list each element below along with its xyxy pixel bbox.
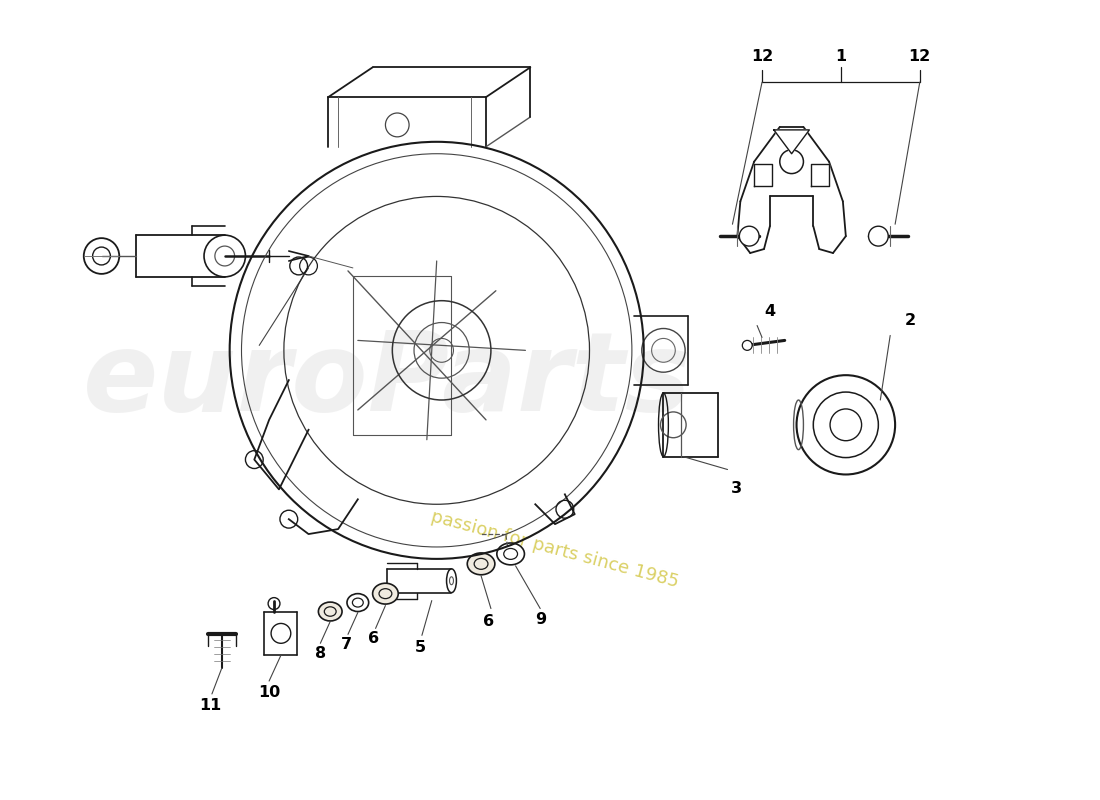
Polygon shape <box>755 164 772 186</box>
Text: 10: 10 <box>258 685 280 700</box>
Text: 9: 9 <box>535 611 546 626</box>
Circle shape <box>739 226 759 246</box>
Text: 8: 8 <box>315 646 326 662</box>
Text: 2: 2 <box>905 314 916 329</box>
Circle shape <box>742 341 752 350</box>
Text: 12: 12 <box>751 50 773 64</box>
Text: 3: 3 <box>730 482 741 497</box>
Text: 6: 6 <box>483 614 495 629</box>
Circle shape <box>869 226 888 246</box>
Text: 11: 11 <box>199 698 221 713</box>
Ellipse shape <box>318 602 342 621</box>
Ellipse shape <box>373 583 398 604</box>
Text: 4: 4 <box>764 303 776 318</box>
Text: passion for parts since 1985: passion for parts since 1985 <box>429 507 681 590</box>
Text: 12: 12 <box>909 50 931 64</box>
Text: 5: 5 <box>415 640 426 655</box>
Text: 6: 6 <box>368 631 379 646</box>
Polygon shape <box>812 164 829 186</box>
Ellipse shape <box>468 553 495 574</box>
Text: 1: 1 <box>835 50 847 64</box>
Text: euroParts: euroParts <box>82 326 692 434</box>
Text: 7: 7 <box>340 638 352 652</box>
Polygon shape <box>774 130 810 154</box>
